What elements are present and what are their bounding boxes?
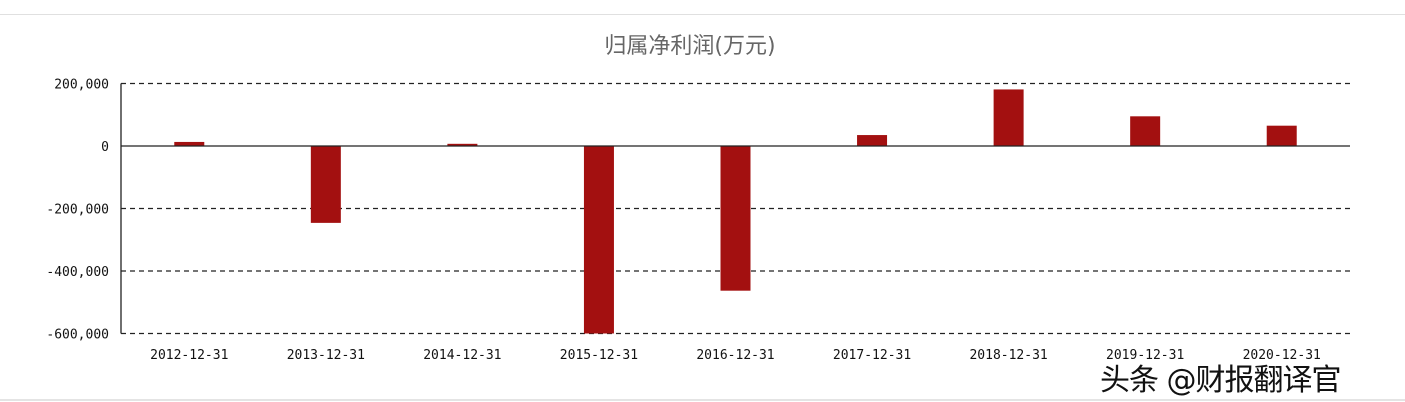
bar — [583, 146, 614, 334]
y-tick-label: 0 — [101, 140, 109, 155]
bar — [993, 89, 1024, 146]
y-tick-label: -400,000 — [46, 265, 109, 280]
x-tick-label: 2019-12-31 — [1106, 348, 1184, 363]
x-tick-label: 2017-12-31 — [833, 348, 911, 363]
x-tick-label: 2015-12-31 — [560, 348, 638, 363]
frame-bottom-border — [0, 399, 1405, 401]
chart-title: 归属净利润(万元) — [604, 34, 776, 59]
x-tick-label: 2013-12-31 — [287, 348, 365, 363]
frame-top-border — [0, 14, 1405, 15]
y-tick-label: -200,000 — [46, 203, 109, 218]
bar — [857, 135, 888, 146]
x-tick-label: 2020-12-31 — [1243, 348, 1321, 363]
x-tick-label: 2014-12-31 — [423, 348, 501, 363]
x-tick-label: 2018-12-31 — [969, 348, 1047, 363]
bar — [447, 143, 478, 146]
bar — [1130, 116, 1161, 146]
watermark: 头条 @财报翻译官 — [1100, 363, 1342, 398]
bar — [720, 146, 751, 291]
bar — [1266, 125, 1297, 146]
y-tick-label: 200,000 — [54, 78, 109, 93]
x-tick-label: 2012-12-31 — [150, 348, 228, 363]
x-tick-label: 2016-12-31 — [696, 348, 774, 363]
bar — [310, 146, 341, 223]
bar — [174, 141, 205, 146]
y-tick-label: -600,000 — [46, 328, 109, 343]
